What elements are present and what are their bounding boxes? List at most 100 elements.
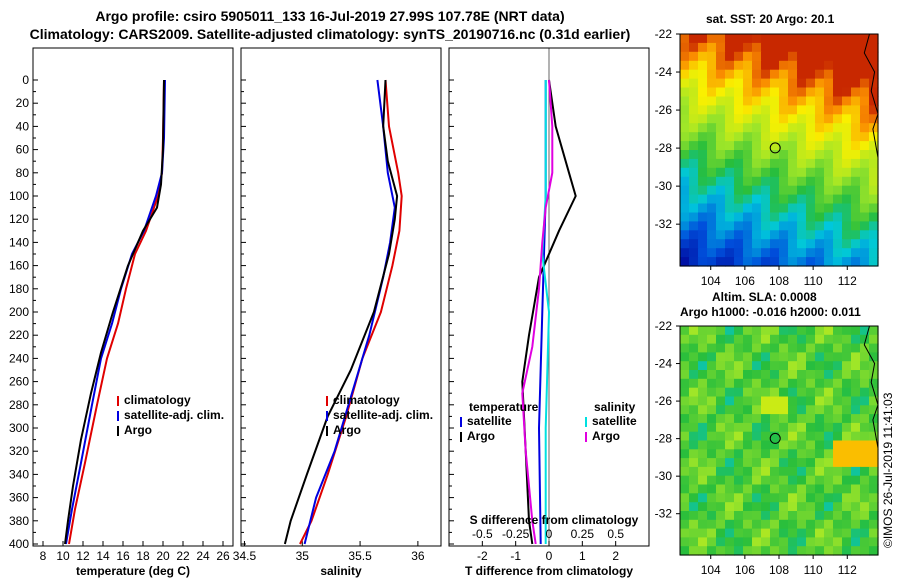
sst-map bbox=[676, 33, 879, 270]
sst-map-cell bbox=[707, 123, 717, 133]
sla-lat-label: -32 bbox=[655, 507, 673, 521]
sla-map-cell bbox=[698, 502, 708, 512]
sla-lat-label: -28 bbox=[655, 432, 673, 446]
sla-map-cell bbox=[698, 361, 708, 371]
sst-map-cell bbox=[842, 167, 852, 178]
sst-map-cell bbox=[698, 150, 708, 160]
sst-map-cell bbox=[734, 105, 744, 115]
sst-map-cell bbox=[680, 51, 690, 62]
sla-map-cell bbox=[680, 352, 690, 362]
sst-map-cell bbox=[752, 34, 762, 44]
sla-map-cell bbox=[851, 405, 861, 415]
sla-map-cell bbox=[833, 449, 843, 459]
sst-map-cell bbox=[770, 60, 780, 71]
sst-map-cell bbox=[851, 51, 861, 62]
sla-map-cell bbox=[869, 440, 879, 450]
sst-map-cell bbox=[716, 185, 726, 196]
sla-map-cell bbox=[743, 537, 753, 547]
sla-map-cell bbox=[680, 519, 690, 530]
sla-map-cell bbox=[743, 370, 753, 380]
sla-map-cell bbox=[725, 537, 735, 547]
sla-map-cell bbox=[842, 405, 852, 415]
sst-map-cell bbox=[842, 87, 852, 97]
sla-map-cell bbox=[797, 361, 807, 371]
sla-map-cell bbox=[752, 511, 762, 521]
sla-map-cell bbox=[833, 466, 843, 477]
sla-map-cell bbox=[698, 537, 708, 547]
sst-map-cell bbox=[716, 69, 726, 80]
sla-map-cell bbox=[833, 343, 843, 353]
sla-map-cell bbox=[743, 502, 753, 512]
sla-map-cell bbox=[707, 431, 717, 442]
sla-map-cell bbox=[869, 352, 879, 362]
sla-map-cell bbox=[716, 334, 726, 345]
sst-map-cell bbox=[806, 194, 816, 205]
sst-map-cell bbox=[788, 221, 798, 231]
sst-map-cell bbox=[851, 257, 861, 267]
sla-map-cell bbox=[680, 449, 690, 459]
title-line-2: Climatology: CARS2009. Satellite-adjuste… bbox=[29, 26, 631, 42]
sla-map-cell bbox=[779, 466, 789, 477]
sst-map-cell bbox=[743, 132, 753, 142]
sst-map-cell bbox=[761, 123, 771, 133]
sla-map-cell bbox=[815, 458, 825, 468]
sla-map-cell bbox=[851, 334, 861, 345]
sla-lat-label: -22 bbox=[655, 319, 673, 333]
sst-map-cell bbox=[860, 114, 870, 124]
sst-map-cell bbox=[734, 123, 744, 133]
sla-map-cell bbox=[806, 519, 816, 530]
sst-map-cell bbox=[752, 123, 762, 133]
sst-map-cell bbox=[698, 221, 708, 231]
sla-map-cell bbox=[824, 405, 834, 415]
sla-map-cell bbox=[716, 378, 726, 389]
sst-map-cell bbox=[752, 51, 762, 62]
sst-map-cell bbox=[833, 60, 843, 71]
difference-series-sat_t bbox=[521, 79, 554, 545]
sst-map-cell bbox=[797, 212, 807, 222]
sst-map-cell bbox=[698, 212, 708, 222]
sla-map-cell bbox=[707, 493, 717, 503]
sst-map-cell bbox=[833, 132, 843, 142]
sst-map-cell bbox=[779, 51, 789, 62]
difference-xtick-label: 2 bbox=[612, 549, 619, 563]
sla-lon-label: 104 bbox=[701, 563, 721, 577]
sst-map-cell bbox=[833, 185, 843, 196]
sla-map-cell bbox=[806, 466, 816, 477]
sst-map-cell bbox=[743, 167, 753, 178]
sst-map-cell bbox=[860, 132, 870, 142]
sst-map-cell bbox=[779, 248, 789, 258]
sla-map-cell bbox=[761, 493, 771, 503]
sst-map-cell bbox=[770, 132, 780, 142]
sla-map-cell bbox=[743, 458, 753, 468]
sla-map-cell bbox=[761, 546, 771, 556]
sst-map-cell bbox=[779, 158, 789, 169]
sst-map-cell bbox=[770, 167, 780, 178]
sst-map-cell bbox=[842, 185, 852, 196]
sst-map-cell bbox=[797, 78, 807, 89]
sst-map-cell bbox=[725, 212, 735, 222]
sla-map-cell bbox=[833, 440, 843, 450]
sst-map-cell bbox=[734, 96, 744, 106]
sst-map-cell bbox=[716, 257, 726, 267]
sst-map-cell bbox=[689, 221, 699, 231]
sla-map-cell bbox=[779, 475, 789, 486]
sla-map-cell bbox=[869, 528, 879, 538]
sst-map-cell bbox=[680, 78, 690, 89]
sst-map-cell bbox=[824, 78, 834, 89]
sla-map-cell bbox=[833, 537, 843, 547]
sla-map-cell bbox=[806, 343, 816, 353]
sla-map-cell bbox=[815, 378, 825, 389]
difference-xtick-label: -1 bbox=[510, 549, 521, 563]
depth-tick-label: 300 bbox=[9, 421, 29, 435]
sst-map-cell bbox=[770, 123, 780, 133]
sla-map-cell bbox=[761, 449, 771, 459]
sla-map-cell bbox=[716, 502, 726, 512]
sst-map-cell bbox=[689, 69, 699, 80]
sst-map-cell bbox=[761, 212, 771, 222]
sla-map-cell bbox=[698, 414, 708, 424]
sst-map-cell bbox=[752, 203, 762, 213]
sst-map-cell bbox=[707, 96, 717, 106]
sst-map-cell bbox=[869, 176, 879, 187]
sst-map-cell bbox=[788, 105, 798, 115]
sla-map-cell bbox=[725, 387, 735, 398]
